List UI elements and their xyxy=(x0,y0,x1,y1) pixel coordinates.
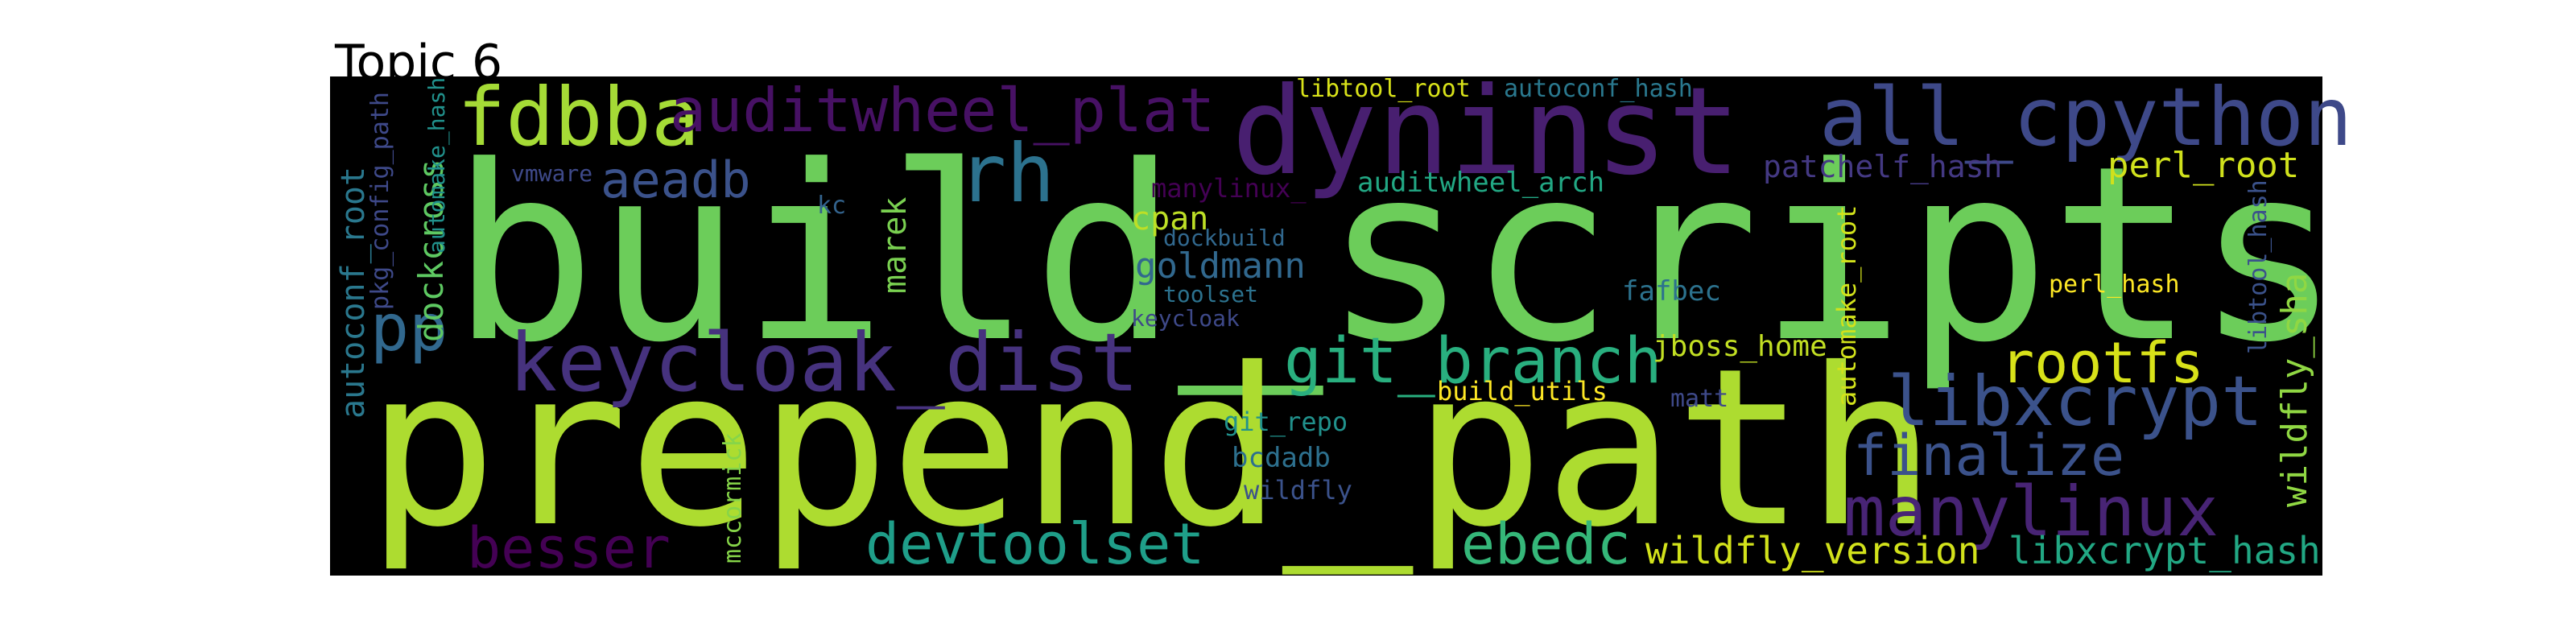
word-rootfs: rootfs xyxy=(2000,330,2204,396)
word-vmware: vmware xyxy=(511,160,592,187)
word-dockbuild: dockbuild xyxy=(1163,225,1286,251)
word-pp: pp xyxy=(370,291,448,365)
word-wildfly-sha: wildfly_sha xyxy=(2274,273,2315,507)
word-git-branch: git_branch xyxy=(1284,325,1662,398)
word-finalize: finalize xyxy=(1853,423,2124,489)
word-aeadb: aeadb xyxy=(601,151,751,209)
word-dockcross: dockcross xyxy=(411,159,451,342)
word-toolset: toolset xyxy=(1163,281,1258,308)
word-autoconf-root: autoconf_root xyxy=(335,167,372,419)
word-bcdadb: bcdadb xyxy=(1232,442,1331,474)
word-auditwheel-plat: auditwheel_plat xyxy=(670,75,1215,146)
word-libtool-hash: libtool_hash xyxy=(2244,180,2273,354)
word-autoconf-hash: autoconf_hash xyxy=(1504,75,1693,103)
word-rh: rh xyxy=(958,126,1055,221)
word-jboss-home: jboss_home xyxy=(1653,330,1827,363)
word-marek: marek xyxy=(877,197,914,294)
word-ebedc: ebedc xyxy=(1461,511,1631,577)
word-besser: besser xyxy=(467,515,671,581)
word-mccormick: mccormick xyxy=(719,432,747,564)
word-auditwheel-arch: auditwheel_arch xyxy=(1357,167,1604,199)
word-perl-root: perl_root xyxy=(2107,145,2299,186)
word-libxcrypt: libxcrypt xyxy=(1888,361,2263,442)
word-automake-hash: automake_hash xyxy=(423,77,451,254)
word-keycloak: keycloak xyxy=(1131,305,1240,332)
word-dyninst: dyninst xyxy=(1232,62,1740,202)
word-cpan: cpan xyxy=(1131,200,1208,237)
word-manylinux: manylinux_ xyxy=(1151,173,1307,204)
word-patchelf-hash: patchelf_hash xyxy=(1763,149,2002,185)
word-matt: matt xyxy=(1670,385,1728,413)
word-manylinux: manylinux xyxy=(1843,472,2219,552)
word-wildfly-version: wildfly_version xyxy=(1645,529,1979,572)
word-fafbec: fafbec xyxy=(1622,275,1721,308)
word-pkg-config-path: pkg_config_path xyxy=(366,92,394,310)
word-libxcrypt-hash: libxcrypt_hash xyxy=(2008,529,2321,572)
word-goldmann: goldmann xyxy=(1135,246,1306,287)
word-build-scripts: build_scripts xyxy=(451,114,2341,398)
word-kc: kc xyxy=(817,192,846,220)
word-git-repo: git_repo xyxy=(1224,407,1348,437)
word-perl-hash: perl_hash xyxy=(2049,270,2180,299)
word-keycloak-dist: keycloak_dist xyxy=(509,316,1139,410)
word-devtoolset: devtoolset xyxy=(865,511,1204,577)
word-libtool-root: libtool_root xyxy=(1296,75,1471,103)
word-prepend-path: prepend_path xyxy=(366,321,1937,578)
word-all-cpython: all_cpython xyxy=(1819,70,2352,164)
word-automake-root: automake_root xyxy=(1831,205,1862,407)
word-cloud-background xyxy=(330,76,2322,576)
word-build-utils: build_utils xyxy=(1437,376,1608,407)
word-wildfly: wildfly xyxy=(1244,475,1352,506)
word-fdbba: fdbba xyxy=(457,70,700,164)
